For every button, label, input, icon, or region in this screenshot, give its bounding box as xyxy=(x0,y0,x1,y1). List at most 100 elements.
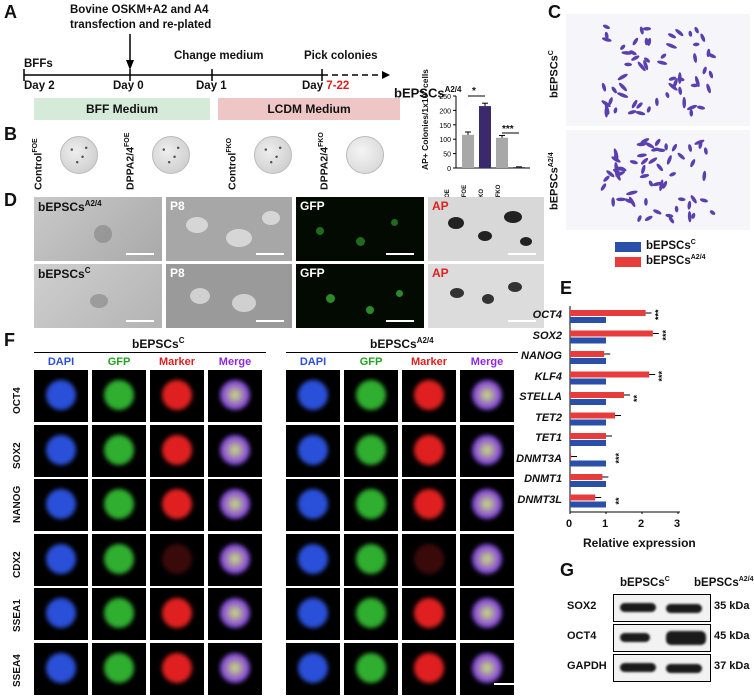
f-cell-ssea1-gfp xyxy=(344,588,398,640)
f-col-head-merge: Merge xyxy=(470,356,504,368)
f-cell-nanog-merge xyxy=(460,479,514,531)
chromosome xyxy=(700,33,706,42)
relative-expression-chart: **************** xyxy=(569,306,680,514)
e-xtick-label: 2 xyxy=(638,518,645,530)
chromosome xyxy=(669,172,677,177)
f-cell-nanog-marker xyxy=(150,479,204,531)
chromosome xyxy=(702,170,707,182)
f-cell-sox2-marker xyxy=(150,424,204,477)
e-bar-treated-TET1 xyxy=(570,433,606,439)
chromosome xyxy=(618,82,628,92)
gene-label-TET1: TET1 xyxy=(535,432,562,444)
lcdm-medium-band: LCDM Medium xyxy=(218,98,400,120)
gene-label-DNMT3L: DNMT3L xyxy=(517,493,562,506)
chromosome xyxy=(641,164,646,175)
karyotype-bottom-label: bEPSCsA2/4 xyxy=(548,152,561,210)
blot-label-gapdh: GAPDH xyxy=(567,660,607,672)
e-sig-SOX2: *** xyxy=(661,329,671,340)
f-cell-ssea1-dapi xyxy=(286,588,340,640)
chromosome xyxy=(636,142,646,147)
dish-control-fko xyxy=(254,136,292,174)
chromosome xyxy=(611,197,615,207)
chromosome xyxy=(677,197,686,202)
timeline-diagram xyxy=(23,34,390,81)
chromosome xyxy=(612,168,620,173)
chromosome xyxy=(690,159,696,168)
f-cell-ssea1-merge xyxy=(460,588,514,640)
blot-band-control xyxy=(620,603,656,612)
f-cell-cdx2-marker xyxy=(150,533,204,586)
chromosome xyxy=(632,37,639,46)
e-sig-DNMT3A: *** xyxy=(614,452,624,463)
chromosome xyxy=(647,37,652,46)
day-1: Day 1 xyxy=(196,80,227,92)
chromosome xyxy=(674,205,679,213)
gene-label-STELLA: STELLA xyxy=(519,391,562,403)
g-col2: bEPSCsA2/4 xyxy=(694,576,754,589)
legend-swatch-a24 xyxy=(615,257,641,267)
chromosome xyxy=(627,110,637,115)
f-cell-ssea4-dapi xyxy=(34,642,88,695)
blot-strip-oct4 xyxy=(613,624,711,652)
e-bar-control-STELLA xyxy=(570,399,606,405)
gene-label-DNMT1: DNMT1 xyxy=(524,473,562,485)
blot-size-oct4: 45 kDa xyxy=(714,630,750,642)
chromosome xyxy=(671,143,678,152)
e-xtick-label: 1 xyxy=(602,518,609,530)
chromosome xyxy=(677,72,682,85)
f-col-head-marker: Marker xyxy=(158,356,196,368)
blot-label-oct4: OCT4 xyxy=(567,630,597,642)
transfection-label-2: transfection and re-plated xyxy=(70,19,212,31)
chromosome xyxy=(699,198,708,203)
ap-colony-bar-chart: 0 50 100 150 200 250 xyxy=(439,94,530,173)
f-col-head-gfp: GFP xyxy=(107,356,131,368)
f-col-head-dapi: DAPI xyxy=(47,356,75,368)
chromosome xyxy=(606,170,615,178)
dish-dppa-foe xyxy=(152,136,190,174)
chromosome xyxy=(602,24,610,30)
e-bar-control-DNMT3L xyxy=(570,501,606,508)
chromosome xyxy=(688,144,693,152)
dish-dppa-fko xyxy=(346,136,384,174)
f-cell-sox2-merge xyxy=(460,424,514,477)
f-cell-nanog-dapi xyxy=(286,479,340,531)
gene-label-DNMT3A: DNMT3A xyxy=(516,452,562,465)
e-bar-control-KLF4 xyxy=(570,378,606,385)
chromosome xyxy=(636,153,647,158)
panel-b-label: B xyxy=(4,124,17,144)
f-cell-cdx2-dapi xyxy=(34,533,88,586)
e-bar-control-TET2 xyxy=(570,419,606,426)
chromosome xyxy=(629,160,638,165)
f-cell-oct4-merge xyxy=(208,370,262,422)
chromosome xyxy=(662,180,668,189)
f-cell-ssea1-merge xyxy=(208,588,262,640)
f-cell-ssea4-merge xyxy=(460,642,514,695)
panel-a-label: A xyxy=(4,2,17,22)
f-cell-sox2-merge xyxy=(208,424,262,477)
panel-d-label: D xyxy=(4,190,17,210)
chromosome xyxy=(686,104,698,111)
f-col-head-gfp: GFP xyxy=(359,356,383,368)
f-cell-nanog-merge xyxy=(208,479,262,531)
chromosome xyxy=(637,215,642,222)
e-bar-control-SOX2 xyxy=(570,337,606,344)
e-bar-control-DNMT3A xyxy=(570,460,606,467)
chromosome xyxy=(637,61,646,72)
dish-label-1: ControlFOE xyxy=(32,138,45,190)
panel-c-label: C xyxy=(548,2,561,22)
result-label: bEPSCsA2/4 xyxy=(394,85,462,101)
chromosome xyxy=(639,173,650,179)
chromosome xyxy=(644,142,655,149)
chromosome xyxy=(665,213,674,218)
f-scale-bar xyxy=(494,683,514,685)
ap-stain-a24: AP xyxy=(428,197,544,261)
change-medium-label: Change medium xyxy=(174,50,264,62)
chromosome xyxy=(608,97,613,106)
bar-ytick-label: 100 xyxy=(439,137,451,144)
chromosome xyxy=(613,107,618,114)
ap-stain-c: AP xyxy=(428,264,544,328)
bar-sig-1: * xyxy=(472,86,476,97)
chromosome xyxy=(677,152,685,160)
blot-label-sox2: SOX2 xyxy=(567,600,597,612)
f-cell-cdx2-merge xyxy=(208,533,262,586)
